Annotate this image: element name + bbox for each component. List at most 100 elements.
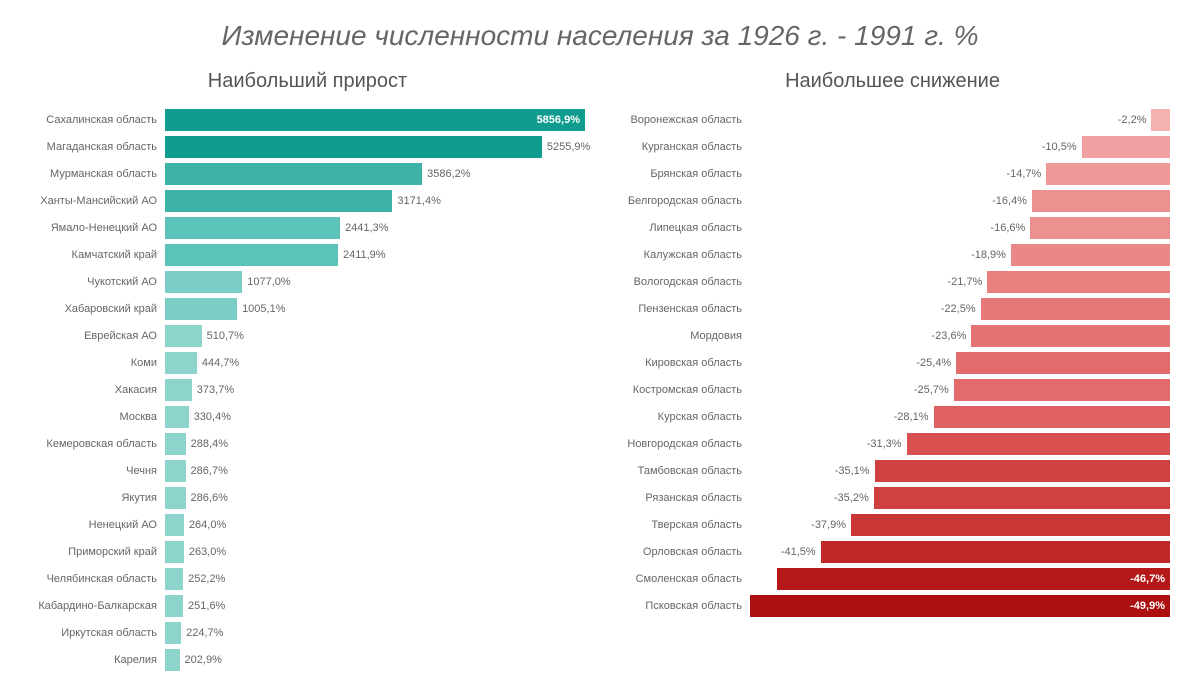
bar-row: Смоленская область-46,7% <box>615 566 1170 591</box>
bar-track: 1077,0% <box>165 271 585 293</box>
bar-fill: 330,4% <box>165 406 189 428</box>
bar-label: Новгородская область <box>615 438 750 450</box>
bar-value: 1077,0% <box>247 276 290 288</box>
bar-row: Коми 444,7% <box>30 350 585 375</box>
bar-track: 373,7% <box>165 379 585 401</box>
bar-fill: 373,7% <box>165 379 192 401</box>
bar-value: -23,6% <box>932 330 967 342</box>
bar-track: 224,7% <box>165 622 585 644</box>
bar-fill: 288,4% <box>165 433 186 455</box>
bar-label: Курганская область <box>615 141 750 153</box>
bar-fill: -49,9% <box>750 595 1170 617</box>
bar-value: -35,1% <box>835 465 870 477</box>
bar-row: Белгородская область -16,4% <box>615 188 1170 213</box>
bar-fill: -16,6% <box>1030 217 1170 239</box>
bar-label: Белгородская область <box>615 195 750 207</box>
bar-value: -2,2% <box>1118 114 1147 126</box>
bar-value: 444,7% <box>202 357 239 369</box>
charts-container: Наибольший прирост Сахалинская область58… <box>30 70 1170 674</box>
bar-track: -28,1% <box>750 406 1170 428</box>
bar-fill: -23,6% <box>971 325 1170 347</box>
bar-fill: -21,7% <box>987 271 1170 293</box>
bar-track: 5255,9% <box>165 136 585 158</box>
bar-label: Ямало-Ненецкий АО <box>30 222 165 234</box>
bar-label: Кировская область <box>615 357 750 369</box>
bar-row: Магаданская область5255,9% <box>30 134 585 159</box>
bar-track: -37,9% <box>750 514 1170 536</box>
bar-track: -21,7% <box>750 271 1170 293</box>
bar-track: -22,5% <box>750 298 1170 320</box>
bar-fill: 224,7% <box>165 622 181 644</box>
bar-label: Брянская область <box>615 168 750 180</box>
bar-row: Калужская область-18,9% <box>615 242 1170 267</box>
bar-label: Коми <box>30 357 165 369</box>
bar-row: Еврейская АО510,7% <box>30 323 585 348</box>
bar-row: Камчатский край2411,9% <box>30 242 585 267</box>
bar-row: Орловская область-41,5% <box>615 539 1170 564</box>
bar-fill: -41,5% <box>821 541 1170 563</box>
bar-value: -25,7% <box>914 384 949 396</box>
bar-value: -16,6% <box>990 222 1025 234</box>
bar-row: Тверская область-37,9% <box>615 512 1170 537</box>
bar-value: 251,6% <box>188 600 225 612</box>
bar-value: 288,4% <box>191 438 228 450</box>
bar-fill: 2441,3% <box>165 217 340 239</box>
bar-label: Мурманская область <box>30 168 165 180</box>
bar-track: 2411,9% <box>165 244 585 266</box>
bar-row: Курская область-28,1% <box>615 404 1170 429</box>
bar-row: Рязанская область-35,2% <box>615 485 1170 510</box>
bar-fill: -35,1% <box>875 460 1170 482</box>
bar-fill: 286,6% <box>165 487 186 509</box>
bar-label: Кабардино-Балкарская <box>30 600 165 612</box>
bar-row: Новгородская область-31,3% <box>615 431 1170 456</box>
bar-value: -41,5% <box>781 546 816 558</box>
bar-label: Псковская область <box>615 600 750 612</box>
bar-label: Калужская область <box>615 249 750 261</box>
bar-track: -41,5% <box>750 541 1170 563</box>
bar-track: 3586,2% <box>165 163 585 185</box>
bar-track: -16,4% <box>750 190 1170 212</box>
bar-fill: -14,7% <box>1046 163 1170 185</box>
bar-value: 5255,9% <box>547 141 590 153</box>
bar-value: -21,7% <box>948 276 983 288</box>
bar-fill: 251,6% <box>165 595 183 617</box>
bar-track: 286,6% <box>165 487 585 509</box>
bar-track: -25,4% <box>750 352 1170 374</box>
bar-value: 286,6% <box>191 492 228 504</box>
bar-label: Смоленская область <box>615 573 750 585</box>
bar-track: 5856,9% <box>165 109 585 131</box>
bar-track: -35,1% <box>750 460 1170 482</box>
bar-track: 263,0% <box>165 541 585 563</box>
bar-fill: -10,5% <box>1082 136 1170 158</box>
bar-row: Сахалинская область5856,9% <box>30 107 585 132</box>
bar-fill: 510,7% <box>165 325 202 347</box>
right-bars-container: Воронежская область-2,2%Курганская облас… <box>615 107 1170 618</box>
bar-track: -18,9% <box>750 244 1170 266</box>
bar-label: Кемеровская область <box>30 438 165 450</box>
bar-value: 2411,9% <box>343 249 386 261</box>
bar-track: -2,2% <box>750 109 1170 131</box>
bar-label: Якутия <box>30 492 165 504</box>
bar-fill: 5255,9% <box>165 136 542 158</box>
right-chart-panel: Наибольшее снижение Воронежская область-… <box>615 70 1170 674</box>
bar-label: Приморский край <box>30 546 165 558</box>
bar-label: Сахалинская область <box>30 114 165 126</box>
bar-label: Тамбовская область <box>615 465 750 477</box>
bar-track: 286,7% <box>165 460 585 482</box>
bar-value: 1005,1% <box>242 303 285 315</box>
bar-track: 264,0% <box>165 514 585 536</box>
bar-row: Кировская область-25,4% <box>615 350 1170 375</box>
bar-label: Тверская область <box>615 519 750 531</box>
bar-label: Ханты-Мансийский АО <box>30 195 165 207</box>
bar-row: Тамбовская область -35,1% <box>615 458 1170 483</box>
bar-label: Курская область <box>615 411 750 423</box>
bar-label: Чукотский АО <box>30 276 165 288</box>
bar-row: Костромская область-25,7% <box>615 377 1170 402</box>
bar-fill: -16,4% <box>1032 190 1170 212</box>
bar-track: 1005,1% <box>165 298 585 320</box>
bar-row: Якутия286,6% <box>30 485 585 510</box>
bar-label: Иркутская область <box>30 627 165 639</box>
bar-track: -14,7% <box>750 163 1170 185</box>
bar-track: -35,2% <box>750 487 1170 509</box>
bar-fill: 264,0% <box>165 514 184 536</box>
